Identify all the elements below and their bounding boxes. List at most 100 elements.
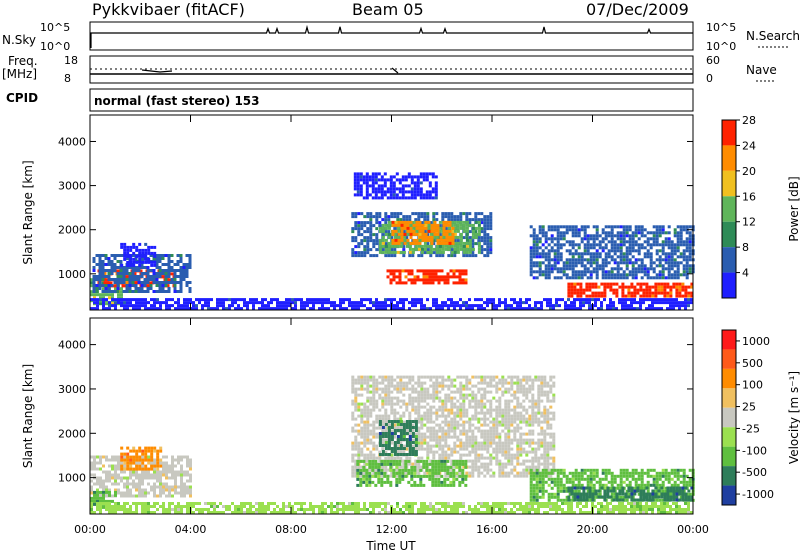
cell (504, 387, 508, 391)
cell (387, 223, 391, 227)
cell (426, 426, 430, 430)
cell (507, 474, 511, 478)
y-tick-label: 1000 (58, 268, 86, 281)
cell (449, 269, 453, 273)
cell (432, 393, 436, 397)
cell (396, 396, 400, 400)
cell (453, 447, 457, 451)
cell (459, 423, 463, 427)
cell (237, 304, 240, 308)
cell (408, 244, 412, 248)
cell (613, 261, 617, 265)
cell (471, 432, 475, 436)
cell (424, 235, 428, 239)
cell (375, 304, 378, 308)
cell (541, 228, 545, 232)
cell (354, 215, 358, 219)
cell (125, 266, 129, 269)
cell (435, 381, 439, 385)
cell (426, 215, 430, 219)
cell (486, 447, 490, 451)
cell (387, 220, 391, 224)
cell (123, 482, 126, 486)
cell (117, 293, 120, 297)
cell (99, 467, 102, 471)
cell (390, 390, 394, 394)
cell (381, 241, 385, 245)
cell (444, 417, 448, 421)
cell (516, 438, 520, 442)
cell (516, 447, 520, 451)
cell (369, 227, 373, 231)
cell (555, 301, 558, 305)
cell (381, 465, 385, 469)
cell (138, 301, 141, 305)
cell (372, 441, 376, 445)
cell (435, 235, 439, 239)
cell (103, 272, 107, 276)
cell (110, 260, 114, 263)
cell (399, 375, 403, 379)
cell (687, 298, 690, 302)
cell (465, 414, 469, 418)
cell (124, 275, 128, 279)
cell (381, 417, 385, 421)
cell (453, 411, 457, 415)
cell (288, 304, 291, 308)
cell (380, 178, 384, 182)
cell (132, 485, 135, 489)
cell (321, 304, 324, 308)
cell (628, 249, 632, 253)
cell (155, 263, 159, 266)
cell (577, 270, 581, 274)
cell (153, 307, 156, 311)
data-region-11 (90, 298, 693, 311)
cell (633, 288, 637, 292)
cell (246, 307, 249, 311)
cell (592, 258, 596, 262)
cell (357, 465, 361, 469)
cell (395, 281, 399, 285)
cell (132, 263, 136, 267)
cell (159, 482, 162, 486)
cell (679, 237, 683, 241)
cell (92, 269, 96, 272)
cell (489, 251, 493, 255)
cell (144, 455, 148, 459)
cell (381, 250, 385, 254)
cell (384, 465, 388, 469)
cell (390, 456, 394, 460)
cell (168, 467, 171, 471)
cell (559, 267, 563, 271)
cell (396, 218, 400, 222)
cell (359, 190, 363, 194)
cell (363, 429, 367, 433)
cell (126, 304, 129, 308)
cell (661, 270, 665, 274)
cell (399, 381, 403, 385)
cell (432, 387, 436, 391)
cell (450, 408, 454, 412)
cell (384, 298, 387, 302)
cell (559, 255, 563, 259)
cell (398, 178, 402, 182)
cell (438, 375, 442, 379)
cell (682, 228, 686, 232)
cell (357, 456, 361, 460)
cell (436, 238, 440, 242)
cell (408, 462, 412, 466)
cell (380, 187, 384, 191)
cell (252, 301, 255, 305)
cell (474, 411, 478, 415)
cell (360, 441, 364, 445)
cell (372, 444, 376, 448)
cell (510, 307, 513, 311)
cell (386, 190, 390, 194)
cell (159, 449, 163, 453)
cell (634, 234, 638, 238)
cell (646, 240, 650, 244)
cell (123, 307, 126, 311)
cell (603, 291, 607, 295)
cell (425, 269, 429, 273)
cell (365, 193, 369, 197)
